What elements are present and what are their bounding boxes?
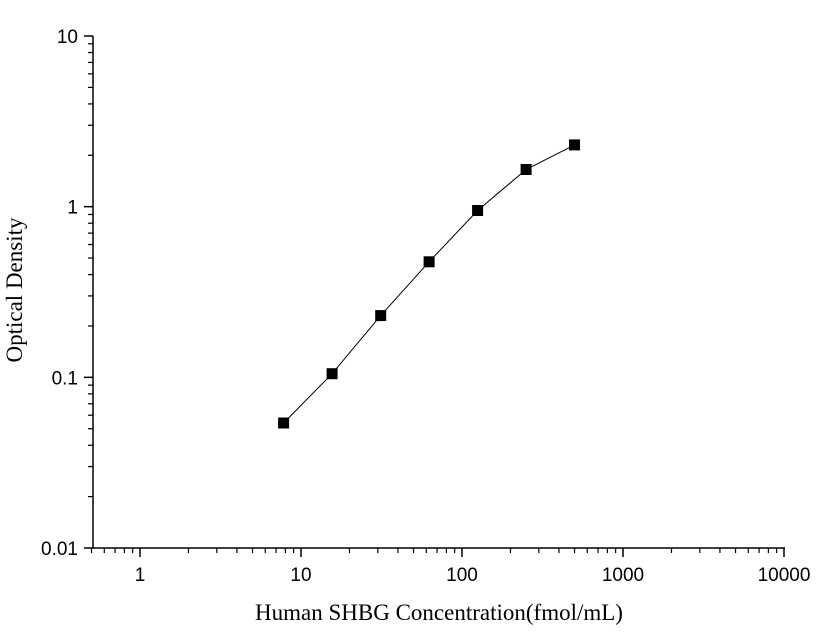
data-point [520, 164, 532, 175]
x-tick-label: 100 [446, 565, 478, 586]
tick-labels-layer: 0.01 0.1 1 10 1 10 100 1000 10000 [41, 27, 810, 586]
data-point [472, 205, 484, 216]
x-tick-label: 1 [135, 565, 146, 586]
y-tick-label: 10 [57, 27, 78, 48]
data-point [423, 256, 435, 268]
series-layer [278, 139, 580, 429]
series-line [283, 144, 575, 424]
y-axis-title: Optical Density [2, 217, 27, 362]
x-axis-title: Human SHBG Concentration(fmol/mL) [255, 600, 623, 625]
data-point [569, 139, 580, 151]
ticks-layer [84, 35, 785, 557]
y-tick-label: 1 [67, 198, 78, 219]
y-tick-label: 0.1 [52, 368, 78, 389]
x-tick-label: 1000 [602, 565, 644, 586]
y-tick-label: 0.01 [41, 539, 78, 560]
x-tick-label: 10 [290, 565, 311, 586]
data-point [326, 368, 338, 380]
axes-layer [92, 36, 785, 549]
data-point [278, 417, 290, 429]
x-tick-label: 10000 [758, 565, 811, 586]
data-point [375, 310, 387, 322]
